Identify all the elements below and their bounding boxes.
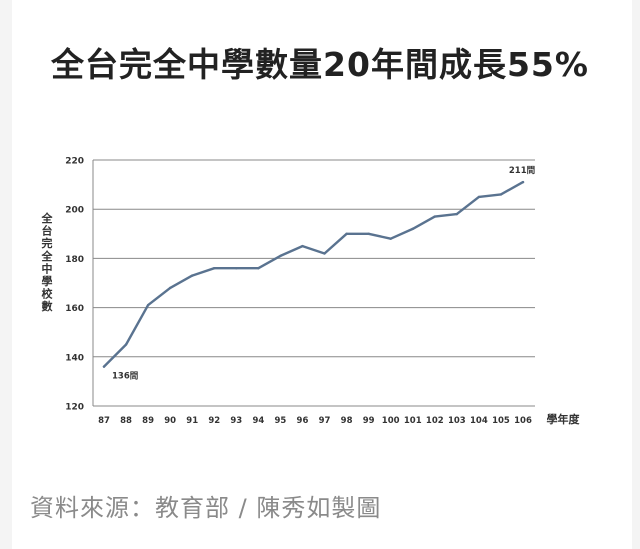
source-note: 資料來源：教育部 / 陳秀如製圖 [30, 494, 382, 522]
x-tick-label: 93 [230, 416, 242, 426]
y-tick-label: 140 [65, 353, 84, 363]
x-tick-label: 95 [274, 416, 286, 426]
data-point [279, 254, 282, 258]
y-tick-label: 220 [65, 157, 84, 167]
x-tick-label: 89 [142, 416, 154, 426]
data-point [499, 193, 503, 196]
y-axis-label: 全台完全中學校數 [41, 211, 54, 313]
x-tick-label: 100 [382, 416, 400, 426]
annotation-label: 211間 [509, 166, 535, 176]
headline: 全台完全中學數量20年間成長55% [51, 45, 589, 84]
data-point [433, 215, 436, 218]
annotation-label: 136間 [112, 372, 138, 382]
y-tick-label: 200 [65, 206, 84, 216]
x-tick-label: 99 [363, 416, 375, 426]
line-chart: 120 140 160 180 200 220 87 88 89 90 91 92 93 94 95 96 97… [0, 140, 640, 440]
x-tick-label: 90 [164, 416, 176, 426]
x-tick-label: 88 [120, 416, 132, 426]
x-tick-label: 96 [297, 416, 309, 426]
data-point [389, 237, 392, 240]
x-tick-label: 87 [98, 416, 110, 426]
data-point [301, 244, 304, 248]
data-point [257, 267, 260, 270]
x-tick-label: 101 [404, 416, 422, 426]
data-point [477, 195, 481, 199]
x-tick-label: 94 [252, 416, 264, 426]
data-point [146, 303, 150, 307]
data-point [521, 180, 525, 184]
x-tick-label: 97 [319, 416, 331, 426]
data-point [102, 365, 106, 368]
x-tick-label: 106 [514, 416, 532, 426]
data-point [191, 274, 194, 277]
data-point [124, 343, 128, 346]
x-tick-label: 98 [341, 416, 353, 426]
data-point [235, 267, 238, 270]
series-line [102, 180, 525, 368]
data-point [323, 252, 326, 255]
y-tick-label: 180 [65, 255, 84, 265]
data-point [213, 267, 216, 270]
x-tick-label: 105 [492, 416, 510, 426]
x-tick-label: 102 [426, 416, 444, 426]
x-axis-label: 學年度 [547, 412, 581, 426]
y-tick-label: 120 [65, 403, 84, 413]
left-margin [0, 0, 12, 549]
x-tick-label: 91 [186, 416, 198, 426]
data-point [367, 232, 370, 235]
x-tick-label: 104 [470, 416, 488, 426]
data-point [455, 212, 459, 216]
data-point [345, 232, 348, 235]
data-point [168, 286, 172, 290]
y-tick-label: 160 [65, 304, 84, 314]
x-tick-label: 103 [448, 416, 466, 426]
data-point [411, 227, 414, 231]
right-margin [632, 0, 640, 549]
x-tick-label: 92 [208, 416, 220, 426]
